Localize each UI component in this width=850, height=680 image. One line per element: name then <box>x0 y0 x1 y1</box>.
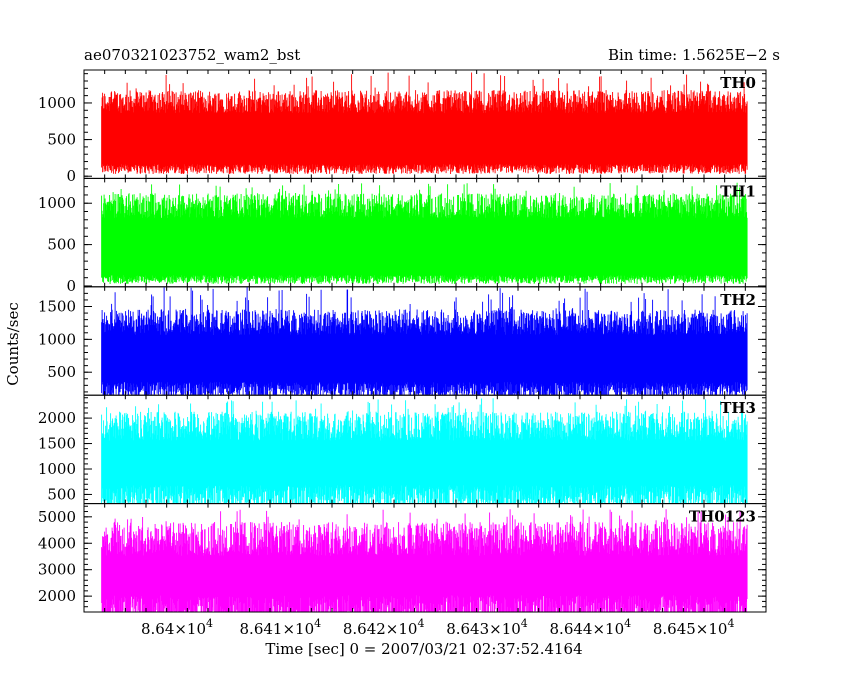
y-tick-label: 0 <box>66 167 76 185</box>
panel-th0123: 2000 3000 4000 5000 TH0123 <box>38 503 767 613</box>
y-tick-label: 2000 <box>38 587 76 605</box>
y-axis-th0123: 2000 3000 4000 5000 <box>38 505 766 613</box>
y-tick-label: 500 <box>47 485 76 503</box>
y-tick-label: 500 <box>47 131 76 149</box>
y-tick-label: 500 <box>47 236 76 254</box>
y-tick-label: 1000 <box>38 330 76 348</box>
y-tick-label: 1000 <box>38 94 76 112</box>
x-tick-label: 8.645×104 <box>653 617 735 638</box>
x-tick-label: 8.642×104 <box>343 617 425 638</box>
x-tick-label: 8.644×104 <box>550 617 632 638</box>
y-tick-label: 1500 <box>38 435 76 453</box>
y-tick-label: 1000 <box>38 194 76 212</box>
panel-th0: 0 500 1000 TH0 <box>38 69 767 185</box>
y-tick-label: 2000 <box>38 409 76 427</box>
x-tick-label: 8.64×104 <box>141 617 213 638</box>
panel-th2: 500 1000 1500 TH2 <box>38 286 767 396</box>
y-tick-label: 500 <box>47 363 76 381</box>
y-tick-label: 1000 <box>38 460 76 478</box>
y-tick-label: 1500 <box>38 298 76 316</box>
series-th0 <box>101 72 748 174</box>
chart-title: ae070321023752_wam2_bst <box>84 46 300 64</box>
bin-time-label: Bin time: 1.5625E−2 s <box>608 46 780 64</box>
y-tick-label: 4000 <box>38 534 76 552</box>
panel-label-th0123: TH0123 <box>689 508 756 526</box>
y-axis-th2: 500 1000 1500 <box>38 286 766 393</box>
series-th1 <box>101 182 748 284</box>
panel-label-th3: TH3 <box>720 399 756 417</box>
x-axis-label: Time [sec] 0 = 2007/03/21 02:37:52.4164 <box>265 640 582 658</box>
y-axis-th3: 500 1000 1500 2000 <box>38 397 766 503</box>
panel-frame <box>83 503 767 613</box>
x-axis: 8.64×104 8.641×104 8.642×104 8.643×104 8.644… <box>141 617 735 638</box>
series-th0123 <box>101 509 748 612</box>
x-tick-label: 8.643×104 <box>446 617 528 638</box>
panel-th1: 0 500 1000 TH1 <box>38 177 767 295</box>
panel-label-th0: TH0 <box>720 74 756 92</box>
panel-label-th1: TH1 <box>720 182 756 200</box>
y-tick-label: 3000 <box>38 561 76 579</box>
series-th3 <box>101 398 748 504</box>
y-axis-th0: 0 500 1000 <box>38 73 766 185</box>
panel-label-th2: TH2 <box>720 291 756 309</box>
y-axis-label: Counts/sec <box>4 302 22 386</box>
panels-group: 0 500 1000 TH0 0 500 1000 TH1 500 1000 1500 TH2 500 1… <box>38 69 767 613</box>
panel-th3: 500 1000 1500 2000 TH3 <box>38 394 767 505</box>
x-tick-label: 8.641×104 <box>240 617 322 638</box>
y-axis-th1: 0 500 1000 <box>38 177 766 295</box>
y-tick-label: 0 <box>66 277 76 295</box>
series-th2 <box>101 287 748 395</box>
y-tick-label: 5000 <box>38 508 76 526</box>
